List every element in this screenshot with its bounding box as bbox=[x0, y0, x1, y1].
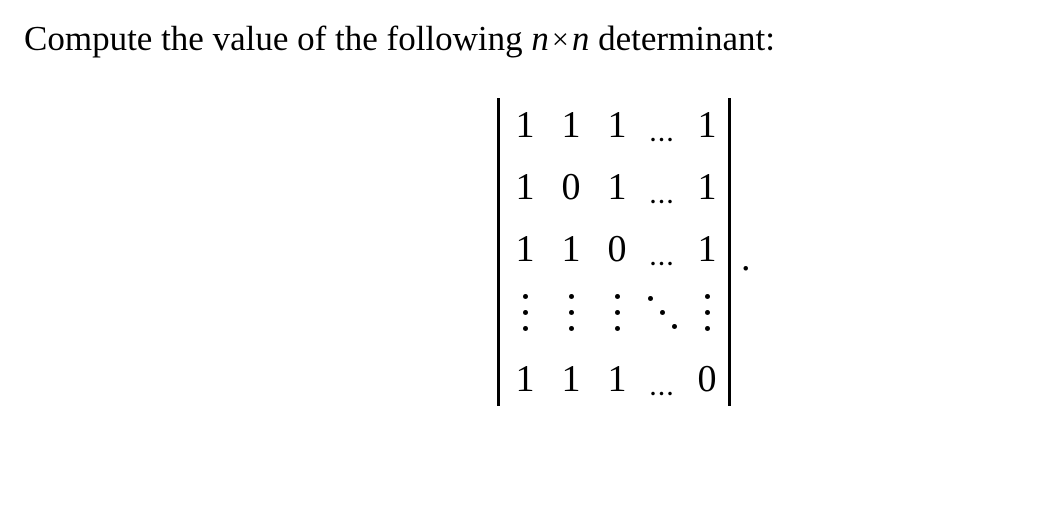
matrix-row: 1 1 1 ... 0 bbox=[503, 352, 725, 406]
matrix-cell-hdots: ... bbox=[639, 160, 685, 214]
problem-statement: Compute the value of the following n×n d… bbox=[24, 18, 775, 60]
matrix-cell: 1 bbox=[595, 98, 639, 152]
matrix-cell: 1 bbox=[549, 222, 593, 276]
vdots-icon bbox=[595, 286, 639, 340]
vdots-icon bbox=[503, 286, 547, 340]
matrix-cell: 1 bbox=[685, 222, 729, 276]
var-n-1: n bbox=[531, 19, 549, 58]
matrix-cell: 1 bbox=[595, 160, 639, 214]
matrix-cell: 1 bbox=[503, 352, 547, 406]
matrix-cell-hdots: ... bbox=[639, 222, 685, 276]
det-bar-left bbox=[497, 98, 500, 406]
matrix-cell: 1 bbox=[685, 160, 729, 214]
determinant: 1 1 1 ... 1 1 0 1 ... 1 1 1 bbox=[497, 98, 731, 406]
trailing-period: . bbox=[741, 236, 751, 280]
matrix-cell: 1 bbox=[503, 222, 547, 276]
matrix-cell: 0 bbox=[549, 160, 593, 214]
matrix-cell: 1 bbox=[503, 160, 547, 214]
matrix-cell: 0 bbox=[595, 222, 639, 276]
matrix-row-dots bbox=[503, 286, 725, 340]
matrix-cell: 1 bbox=[549, 352, 593, 406]
matrix-cell: 1 bbox=[595, 352, 639, 406]
prompt-prefix: Compute the value of the following bbox=[24, 19, 531, 58]
page-root: Compute the value of the following n×n d… bbox=[0, 0, 1038, 520]
matrix-cell-hdots: ... bbox=[639, 98, 685, 152]
matrix-cell: 1 bbox=[549, 98, 593, 152]
matrix-cell: 1 bbox=[503, 98, 547, 152]
matrix-cell: 1 bbox=[685, 98, 729, 152]
vdots-icon bbox=[685, 286, 729, 340]
matrix-row: 1 1 1 ... 1 bbox=[503, 98, 725, 152]
ddots-icon bbox=[639, 286, 685, 340]
vdots-icon bbox=[549, 286, 593, 340]
matrix-row: 1 0 1 ... 1 bbox=[503, 160, 725, 214]
matrix-cell-hdots: ... bbox=[639, 352, 685, 406]
matrix-row: 1 1 0 ... 1 bbox=[503, 222, 725, 276]
matrix: 1 1 1 ... 1 1 0 1 ... 1 1 1 bbox=[503, 98, 725, 406]
times-symbol: × bbox=[549, 22, 572, 58]
prompt-suffix: determinant: bbox=[589, 19, 775, 58]
var-n-2: n bbox=[572, 19, 590, 58]
matrix-cell: 0 bbox=[685, 352, 729, 406]
determinant-block: 1 1 1 ... 1 1 0 1 ... 1 1 1 bbox=[497, 98, 837, 478]
